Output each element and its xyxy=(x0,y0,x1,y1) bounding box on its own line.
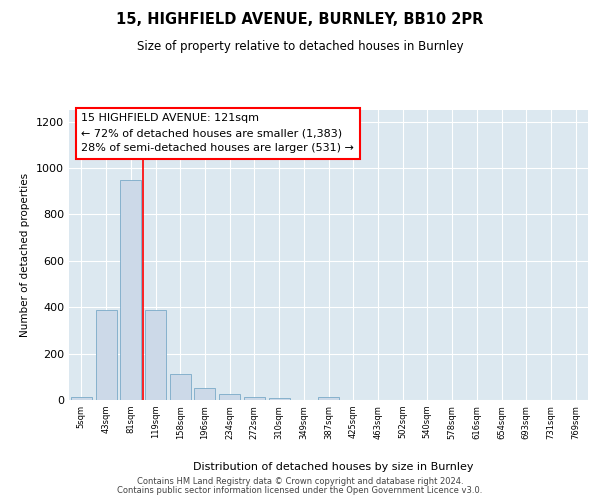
Bar xyxy=(219,394,240,400)
Bar xyxy=(318,396,339,400)
Text: 15 HIGHFIELD AVENUE: 121sqm
← 72% of detached houses are smaller (1,383)
28% of : 15 HIGHFIELD AVENUE: 121sqm ← 72% of det… xyxy=(82,114,354,153)
Bar xyxy=(95,310,116,400)
Bar xyxy=(120,180,141,400)
Bar xyxy=(244,396,265,400)
Text: 15, HIGHFIELD AVENUE, BURNLEY, BB10 2PR: 15, HIGHFIELD AVENUE, BURNLEY, BB10 2PR xyxy=(116,12,484,28)
Bar xyxy=(145,310,166,400)
Text: Distribution of detached houses by size in Burnley: Distribution of detached houses by size … xyxy=(193,462,473,472)
Bar xyxy=(71,396,92,400)
Bar xyxy=(170,374,191,400)
Bar xyxy=(269,398,290,400)
Y-axis label: Number of detached properties: Number of detached properties xyxy=(20,173,31,337)
Text: Contains HM Land Registry data © Crown copyright and database right 2024.: Contains HM Land Registry data © Crown c… xyxy=(137,477,463,486)
Text: Contains public sector information licensed under the Open Government Licence v3: Contains public sector information licen… xyxy=(118,486,482,495)
Bar xyxy=(194,388,215,400)
Text: Size of property relative to detached houses in Burnley: Size of property relative to detached ho… xyxy=(137,40,463,53)
